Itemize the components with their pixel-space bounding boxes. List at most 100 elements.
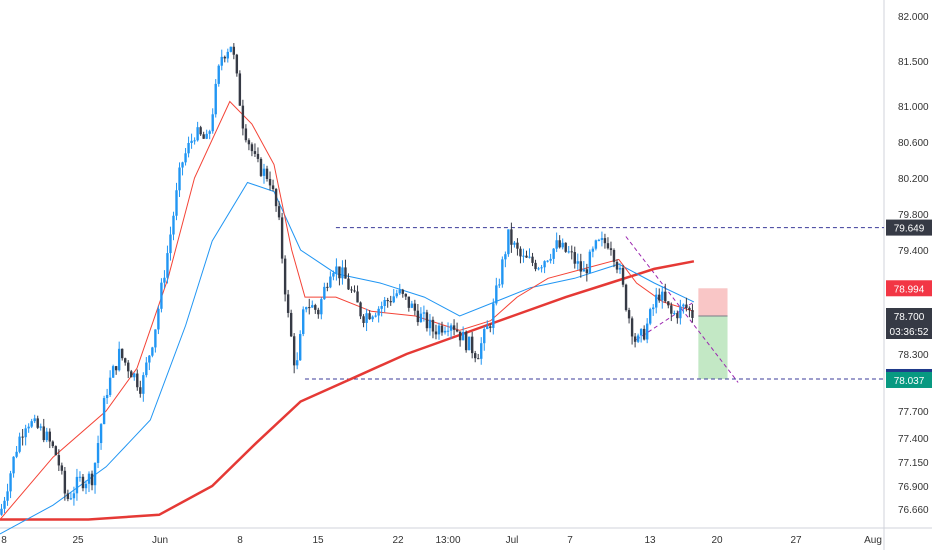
candle-body — [627, 310, 631, 319]
candle-body — [148, 355, 151, 363]
y-tick-label: 76.660 — [898, 505, 929, 516]
candle-body — [265, 168, 269, 179]
x-tick-label: 15 — [312, 535, 324, 546]
candle-body — [102, 398, 106, 425]
candle-body — [87, 473, 91, 484]
candle-body — [682, 304, 685, 307]
candle-body — [621, 267, 625, 285]
ema-layer — [0, 100, 695, 535]
candle-body — [688, 307, 691, 311]
candle-body — [410, 303, 414, 308]
candle-body — [392, 296, 395, 303]
candle-body — [452, 325, 456, 330]
candle-body — [645, 323, 649, 340]
candle-body — [428, 319, 432, 329]
y-tick-label: 79.800 — [898, 210, 929, 221]
y-tick-label: 81.500 — [898, 57, 929, 68]
candle-body — [492, 303, 495, 328]
candle-body — [341, 267, 344, 279]
candle-body — [425, 312, 429, 329]
y-tick-label: 77.150 — [898, 458, 929, 469]
candle-body — [190, 140, 193, 143]
candle-body — [558, 240, 561, 248]
candle-body — [347, 278, 350, 290]
triangle-upper-line[interactable] — [625, 236, 739, 383]
x-tick-label: 8 — [1, 535, 7, 546]
candle-body — [124, 358, 127, 363]
candle-body — [259, 158, 263, 176]
candle-body — [274, 189, 278, 207]
candle-body — [139, 387, 142, 394]
candle-body — [670, 305, 673, 314]
candle-body — [464, 332, 468, 351]
candle-body — [163, 277, 166, 283]
candle-body — [570, 251, 573, 253]
candle-body — [166, 253, 169, 278]
candle-body — [84, 483, 88, 489]
candle-body — [247, 140, 251, 145]
candle-body — [36, 418, 39, 428]
candle-body — [308, 307, 311, 309]
x-tick-label: 13 — [644, 535, 656, 546]
x-tick-label: 7 — [567, 535, 573, 546]
candle-body — [78, 476, 82, 478]
candle-body — [93, 462, 97, 486]
candle-body — [567, 251, 570, 253]
candle-body — [437, 325, 441, 335]
candle-body — [277, 206, 281, 218]
candle-body — [238, 73, 242, 106]
candle-body — [528, 256, 531, 258]
candle-body — [317, 309, 320, 315]
ema-fast-line — [0, 100, 695, 520]
candle-body — [540, 267, 543, 269]
candle-body — [117, 348, 121, 371]
candle-body — [522, 255, 525, 257]
candle-body — [302, 309, 305, 335]
current-price-label: 78.700 — [894, 312, 925, 323]
x-tick-label: Aug — [864, 535, 882, 546]
candle-body — [9, 473, 12, 492]
candle-body — [594, 240, 598, 249]
candle-body — [96, 443, 100, 463]
x-tick-label: Jul — [506, 535, 519, 546]
candle-body — [440, 325, 444, 333]
y-tick-label: 81.000 — [898, 102, 929, 113]
candle-body — [618, 267, 622, 270]
candle-body — [42, 426, 45, 441]
x-tick-label: 13:00 — [435, 535, 460, 546]
take-profit-zone[interactable] — [698, 316, 728, 379]
candle-body — [338, 266, 341, 279]
candle-body — [561, 242, 564, 248]
candle-body — [326, 286, 329, 288]
candle-body — [489, 326, 492, 328]
candle-body — [90, 473, 94, 486]
candle-body — [108, 377, 112, 395]
candle-body — [546, 260, 549, 262]
candle-body — [443, 330, 447, 333]
candle-body — [416, 310, 420, 323]
stop-loss-zone[interactable] — [698, 288, 728, 316]
candle-body — [477, 358, 480, 360]
candle-body — [664, 291, 667, 302]
candle-body — [172, 215, 175, 235]
candle-body — [655, 294, 658, 308]
candle-body — [75, 476, 79, 494]
candle-body — [6, 491, 9, 501]
candle-body — [615, 261, 619, 270]
candle-body — [470, 336, 474, 354]
candle-body — [691, 310, 694, 318]
stop-price-label: 78.994 — [894, 284, 925, 295]
candle-body — [519, 248, 522, 257]
candle-body — [600, 238, 604, 240]
candle-body — [18, 436, 21, 452]
candle-body — [501, 259, 504, 285]
candle-body — [606, 243, 610, 249]
candle-body — [54, 446, 58, 456]
candle-body — [196, 127, 199, 141]
candle-body — [193, 140, 196, 142]
candle-body — [114, 366, 118, 371]
candle-body — [609, 248, 613, 251]
candle-body — [253, 151, 257, 154]
candle-body — [232, 46, 236, 55]
